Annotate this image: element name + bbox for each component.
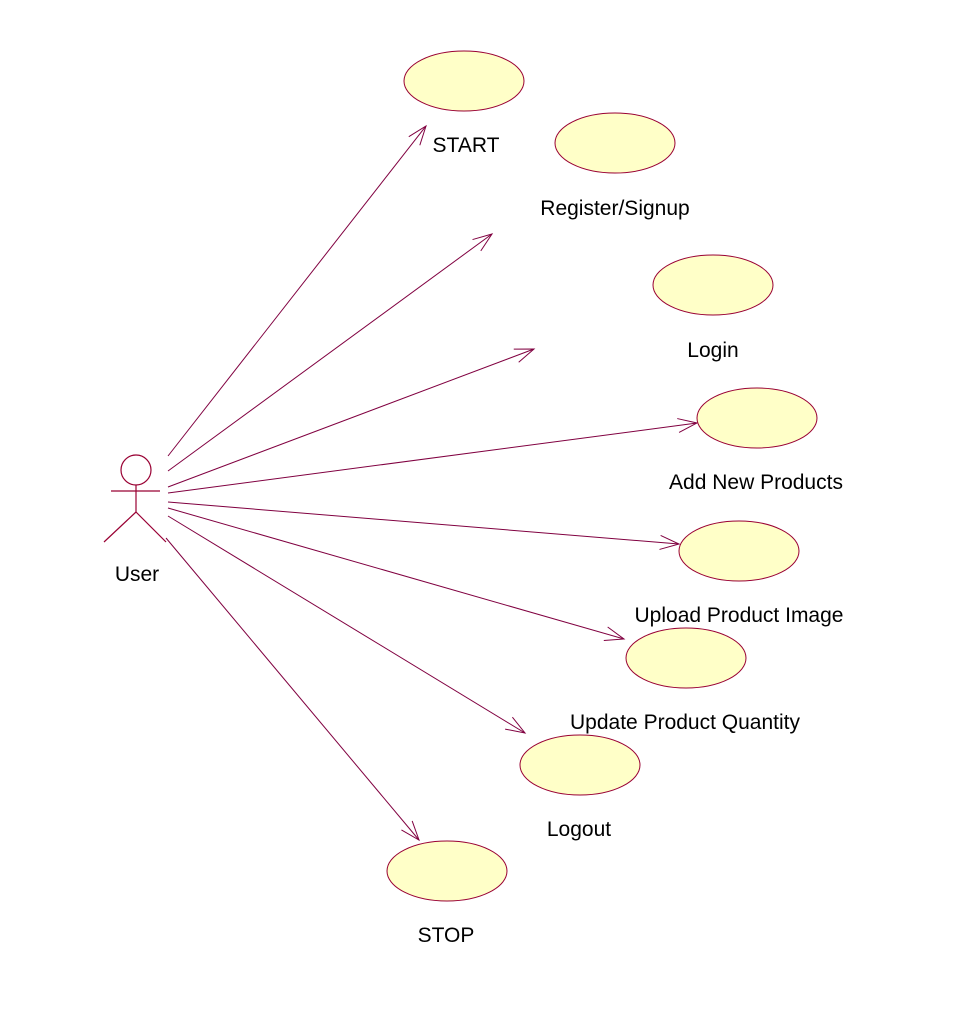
actor-left-leg: [103, 511, 137, 543]
use-case-label: STOP: [418, 924, 475, 947]
use-case-label: Add New Products: [669, 471, 843, 494]
arrow-to-stop: [165, 537, 420, 842]
use-case-label: Login: [687, 339, 738, 362]
use-case-start[interactable]: START: [403, 50, 525, 157]
use-case-ellipse: [554, 112, 676, 174]
arrow-to-logout: [167, 515, 527, 734]
use-case-ellipse: [625, 627, 747, 689]
actor-right-leg: [135, 511, 167, 543]
actor-label: User: [115, 563, 159, 586]
actor-user[interactable]: User: [103, 454, 167, 586]
use-case-ellipse: [696, 387, 818, 449]
use-case-label: START: [433, 134, 500, 157]
use-case-upload-image[interactable]: Upload Product Image: [635, 520, 844, 627]
use-case-ellipse: [403, 50, 525, 112]
arrow-to-update-quantity: [167, 507, 626, 641]
use-case-label: Upload Product Image: [635, 604, 844, 627]
use-case-logout[interactable]: Logout: [519, 734, 641, 841]
arrow-to-start: [167, 124, 427, 457]
use-case-ellipse: [386, 840, 508, 902]
use-case-label: Register/Signup: [540, 197, 689, 220]
arrow-to-register: [167, 233, 494, 472]
use-case-label: Update Product Quantity: [570, 711, 800, 734]
use-case-register[interactable]: Register/Signup: [540, 112, 690, 220]
use-case-label: Logout: [547, 818, 611, 841]
use-case-ellipse: [519, 734, 641, 796]
arrow-to-upload-image: [167, 501, 681, 550]
associations: [165, 124, 699, 842]
use-case-update-quantity[interactable]: Update Product Quantity: [570, 627, 800, 734]
actor-head: [120, 454, 152, 486]
use-case-add-products[interactable]: Add New Products: [669, 387, 843, 494]
arrow-to-login: [167, 348, 536, 488]
arrow-to-add-products: [167, 418, 699, 494]
use-case-ellipse: [652, 254, 774, 316]
use-case-ellipse: [678, 520, 800, 582]
use-case-login[interactable]: Login: [652, 254, 774, 362]
use-case-stop[interactable]: STOP: [386, 840, 508, 947]
